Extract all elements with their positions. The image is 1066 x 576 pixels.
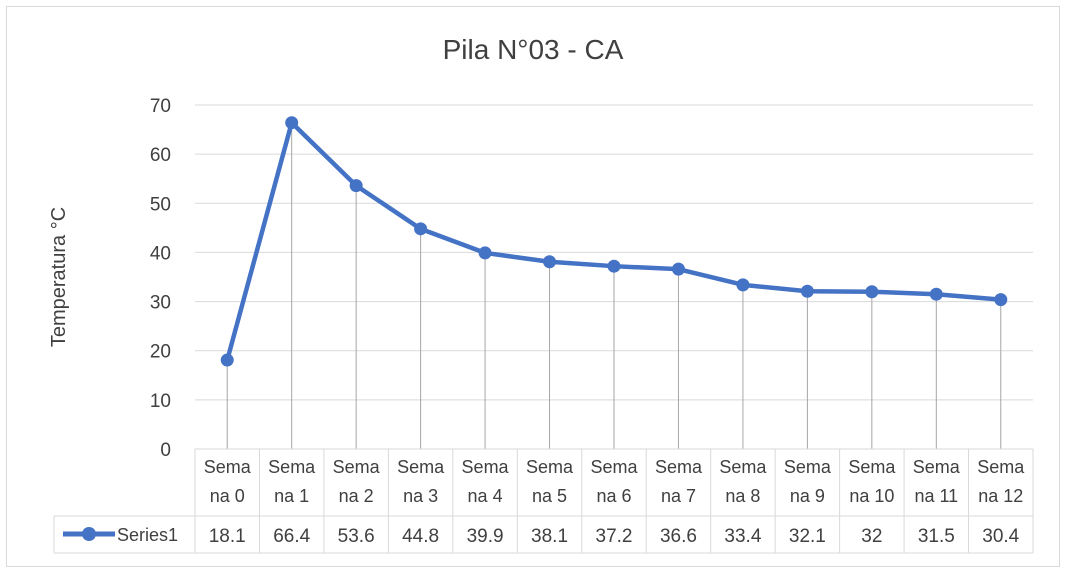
y-tick-labels: 0 10 20 30 40 50 60 70 [150, 96, 171, 461]
y-tick-label: 70 [150, 96, 171, 117]
y-tick-label: 30 [150, 293, 171, 314]
data-point [349, 179, 363, 193]
data-point [736, 278, 750, 292]
y-tick-label: 60 [150, 145, 171, 166]
data-table-value: 39.9 [467, 526, 504, 547]
data-point [607, 259, 621, 273]
y-tick-label: 40 [150, 243, 171, 264]
data-point [220, 353, 234, 367]
category-label: Sema na 2 [333, 457, 381, 506]
data-point [478, 246, 492, 260]
line-chart: Pila N°03 - CA Temperatura °C 0 10 20 30 40 5… [48, 34, 1034, 554]
data-point [414, 222, 428, 236]
data-point [543, 255, 557, 269]
data-table-value: 33.4 [724, 526, 761, 547]
category-label: Sema na 6 [590, 457, 638, 506]
data-table-value: 37.2 [596, 526, 633, 547]
data-point [929, 287, 943, 301]
drop-lines [226, 122, 1002, 449]
category-label: Sema na 5 [526, 457, 574, 506]
data-table-value: 53.6 [338, 526, 375, 547]
data-table-value: 44.8 [402, 526, 439, 547]
category-label: Sema na 10 [848, 457, 896, 506]
data-table-value: 38.1 [531, 526, 568, 547]
data-table-value: 18.1 [209, 526, 246, 547]
y-tick-label: 20 [150, 342, 171, 363]
category-label: Sema na 7 [655, 457, 703, 506]
series-line [220, 116, 1008, 367]
chart-title: Pila N°03 - CA [443, 34, 624, 65]
data-table-value: 66.4 [273, 526, 310, 547]
category-label: Sema na 0 [204, 457, 252, 506]
category-label: Sema na 12 [977, 457, 1025, 506]
data-table-value: 30.4 [982, 526, 1019, 547]
category-label: Sema na 9 [784, 457, 832, 506]
data-point [285, 116, 299, 130]
legend-label: Series1 [117, 525, 178, 545]
data-table-value: 36.6 [660, 526, 697, 547]
y-axis-label: Temperatura °C [48, 207, 70, 347]
y-tick-label: 50 [150, 194, 171, 215]
legend-marker [82, 527, 96, 541]
y-tick-label: 10 [150, 391, 171, 412]
y-tick-label: 0 [160, 440, 171, 461]
category-label: Sema na 3 [397, 457, 445, 506]
data-point [671, 262, 685, 276]
data-table: Sema na 0 Sema na 1 Sema na 2 Sema na 3 Sema na 4… [53, 448, 1034, 554]
data-table-value: 31.5 [918, 526, 955, 547]
data-table-value: 32.1 [789, 526, 826, 547]
chart-frame: Pila N°03 - CA Temperatura °C 0 10 20 30 40 5… [6, 6, 1060, 567]
category-label: Sema na 4 [462, 457, 510, 506]
category-label: Sema na 8 [719, 457, 767, 506]
category-label: Sema na 1 [268, 457, 316, 506]
data-table-value: 32 [861, 526, 882, 547]
category-label: Sema na 11 [913, 457, 961, 506]
data-point [994, 293, 1008, 307]
data-point [800, 284, 814, 298]
data-point [865, 285, 879, 299]
